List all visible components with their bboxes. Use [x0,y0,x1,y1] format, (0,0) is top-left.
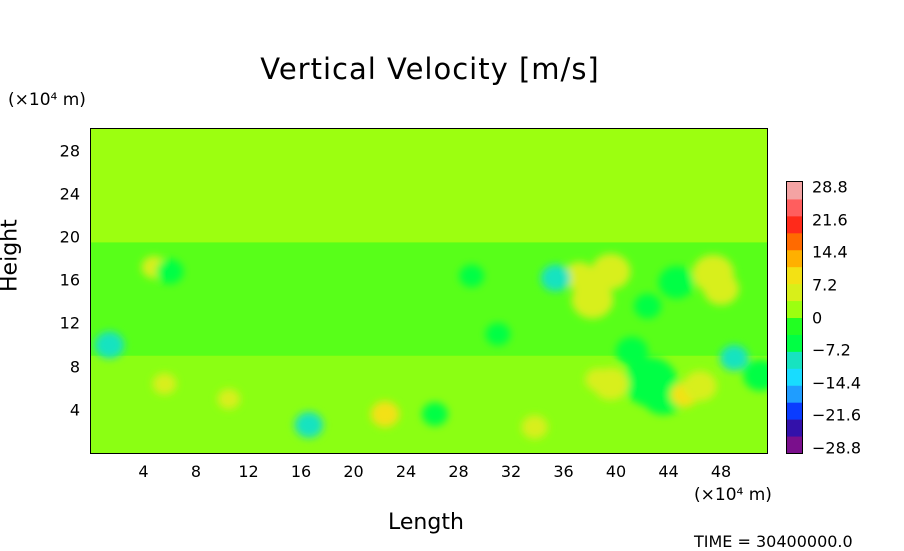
field-cell-25 [719,345,749,371]
field-cell-27 [485,322,511,346]
y-axis-label: Height [0,219,23,292]
field-cell-26 [217,388,241,410]
tick-label: 28 [448,462,469,481]
field-cell-12 [540,264,571,292]
tick-label: −7.2 [812,340,851,360]
field-cell-17 [421,402,448,426]
tick-label: 14.4 [812,242,848,262]
turbulent-layer [91,242,767,356]
field-cell-2 [615,336,648,367]
tick-label: 8 [190,462,202,481]
colorbar-swatch [787,351,802,369]
field-cell-15 [370,401,400,428]
field-cell-8 [658,266,695,299]
tick-label: 40 [605,462,627,481]
colorbar-swatch [787,249,802,268]
tick-label: 8 [69,357,80,377]
field-cell-16 [294,411,324,438]
field-cell-9 [591,253,631,290]
tick-label: 16 [290,462,312,481]
colorbar-swatch [787,283,802,302]
field-cell-22 [459,264,485,288]
colorbar-swatch [787,334,802,352]
colorbar-swatch [787,198,802,217]
tick-label: 48 [710,462,732,481]
tick-label: 24 [59,184,80,204]
colorbar-swatch [787,419,802,437]
field-cell-23 [94,331,125,359]
tick-label: 28 [59,141,80,161]
tick-label: −28.8 [812,438,862,458]
colorbar-swatch [787,266,802,285]
colorbar-swatch [787,436,802,453]
tick-label: 36 [553,462,574,481]
tick-label: 4 [69,400,80,420]
tick-label: 20 [59,227,80,247]
tick-label: 28.8 [812,177,848,197]
x-axis-unit: (×10⁴ m) [694,485,772,505]
tick-label: 44 [658,462,679,481]
colorbar-swatch [787,385,802,403]
colorbar-swatch [787,300,802,318]
field-cell-11 [563,261,595,290]
plot-area [90,128,768,454]
tick-label: 16 [59,270,80,290]
x-axis-label: Length [388,510,464,535]
tick-label: −21.6 [812,405,862,425]
tick-label: 12 [59,313,80,333]
tick-label: −14.4 [812,373,862,393]
field-cell-1 [641,374,686,415]
field-cell-19 [585,368,611,391]
colorbar [786,181,803,454]
tick-label: 32 [500,462,522,481]
colorbar-swatch [787,368,802,386]
colorbar-swatch [787,215,802,234]
time-label: TIME = 30400000.0 [694,532,853,551]
tick-label: 21.6 [812,210,848,230]
tick-label: 0 [812,308,823,327]
tick-label: 20 [343,462,364,481]
field-cell-10 [571,280,614,319]
tick-label: 4 [138,462,149,481]
colorbar-swatch [787,182,802,200]
field-cell-18 [521,415,548,439]
heatmap-field [91,129,767,453]
field-cell-7 [703,272,739,306]
chart-title: Vertical Velocity [m/s] [260,52,600,86]
colorbar-swatch [787,232,802,251]
y-axis-unit: (×10⁴ m) [8,90,86,110]
colorbar-swatch [787,402,802,420]
field-cell-13 [633,293,662,319]
colorbar-gradient [787,182,802,453]
tick-label: 7.2 [812,275,838,295]
tick-label: 12 [238,462,259,481]
field-cell-14 [152,373,177,395]
field-cell-21 [156,259,184,284]
field-cell-5 [683,370,717,402]
tick-label: 24 [395,462,417,481]
colorbar-swatch [787,317,802,335]
field-cell-24 [743,359,767,391]
